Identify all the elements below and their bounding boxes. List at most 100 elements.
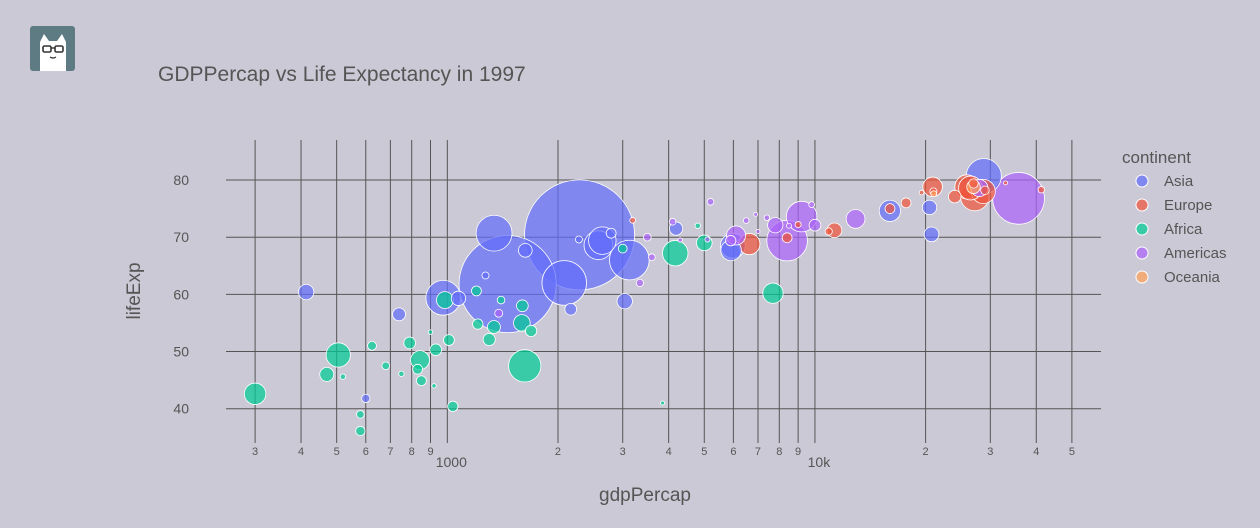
- point-asia[interactable]: [481, 271, 490, 280]
- point-africa[interactable]: [694, 222, 701, 229]
- legend-item-label[interactable]: Oceania: [1164, 269, 1221, 286]
- point-africa[interactable]: [416, 375, 427, 387]
- point-africa[interactable]: [367, 340, 377, 351]
- point-europe[interactable]: [948, 189, 962, 204]
- point-africa[interactable]: [381, 361, 390, 371]
- y-tick-label: 70: [173, 229, 189, 245]
- x-major-tick-label: 1000: [436, 454, 467, 470]
- legend-marker[interactable]: [1135, 270, 1149, 284]
- point-americas[interactable]: [643, 232, 652, 242]
- point-africa[interactable]: [762, 282, 784, 304]
- point-asia[interactable]: [605, 227, 617, 239]
- x-minor-tick-label: 5: [334, 446, 340, 458]
- point-africa[interactable]: [662, 240, 689, 267]
- point-asia[interactable]: [564, 302, 577, 316]
- point-africa[interactable]: [487, 320, 501, 334]
- point-africa[interactable]: [660, 400, 665, 406]
- point-africa[interactable]: [496, 295, 506, 305]
- legend-item-label[interactable]: Africa: [1164, 221, 1203, 238]
- point-africa[interactable]: [356, 410, 365, 419]
- point-americas[interactable]: [767, 217, 784, 234]
- x-minor-tick-label: 8: [776, 446, 782, 458]
- point-europe[interactable]: [884, 203, 896, 214]
- legend-marker[interactable]: [1135, 198, 1149, 212]
- point-americas[interactable]: [677, 237, 683, 243]
- point-africa[interactable]: [696, 234, 713, 252]
- point-americas[interactable]: [635, 278, 644, 287]
- point-europe[interactable]: [980, 185, 990, 196]
- point-africa[interactable]: [436, 291, 454, 309]
- point-asia[interactable]: [616, 293, 633, 310]
- point-europe[interactable]: [1003, 180, 1008, 186]
- point-americas[interactable]: [763, 214, 770, 221]
- legend-marker[interactable]: [1135, 174, 1149, 188]
- point-africa[interactable]: [339, 373, 347, 380]
- point-africa[interactable]: [525, 324, 538, 338]
- point-africa[interactable]: [403, 336, 416, 350]
- x-minor-tick-label: 9: [427, 446, 433, 458]
- point-asia[interactable]: [609, 239, 650, 281]
- point-africa[interactable]: [482, 333, 496, 346]
- point-asia[interactable]: [361, 393, 371, 403]
- point-americas[interactable]: [494, 308, 504, 318]
- point-asia[interactable]: [541, 260, 587, 306]
- legend-item-label[interactable]: Americas: [1164, 245, 1227, 262]
- point-africa[interactable]: [412, 363, 423, 375]
- point-americas[interactable]: [808, 218, 822, 232]
- point-asia[interactable]: [518, 243, 533, 258]
- point-asia[interactable]: [575, 235, 583, 244]
- point-europe[interactable]: [794, 221, 802, 229]
- point-africa[interactable]: [472, 318, 484, 330]
- point-europe[interactable]: [824, 227, 833, 236]
- point-americas[interactable]: [704, 236, 711, 243]
- point-europe[interactable]: [629, 217, 636, 224]
- point-africa[interactable]: [427, 329, 434, 335]
- point-europe[interactable]: [781, 232, 793, 244]
- x-major-tick-label: 10k: [808, 454, 832, 470]
- point-americas[interactable]: [845, 209, 866, 229]
- x-minor-tick-label: 8: [409, 446, 415, 458]
- point-africa[interactable]: [471, 285, 482, 297]
- point-americas[interactable]: [725, 235, 737, 247]
- point-africa[interactable]: [516, 299, 529, 313]
- point-europe[interactable]: [968, 178, 979, 189]
- legend-item-label[interactable]: Europe: [1164, 197, 1212, 214]
- grid-lines: [226, 140, 1101, 443]
- point-africa[interactable]: [243, 382, 267, 405]
- point-africa[interactable]: [617, 243, 628, 254]
- point-africa[interactable]: [447, 400, 459, 413]
- point-americas[interactable]: [808, 201, 816, 208]
- point-asia[interactable]: [921, 199, 938, 216]
- point-africa[interactable]: [508, 349, 542, 383]
- point-asia[interactable]: [450, 290, 467, 306]
- point-africa[interactable]: [398, 370, 405, 377]
- point-africa[interactable]: [431, 383, 437, 389]
- legend-marker[interactable]: [1135, 246, 1149, 260]
- point-africa[interactable]: [443, 334, 455, 346]
- point-americas[interactable]: [786, 222, 792, 229]
- point-africa[interactable]: [325, 342, 351, 368]
- point-asia[interactable]: [475, 214, 513, 252]
- point-europe[interactable]: [900, 197, 912, 209]
- legend-item-label[interactable]: Asia: [1164, 173, 1194, 190]
- point-africa[interactable]: [319, 366, 335, 382]
- point-asia[interactable]: [923, 226, 940, 243]
- point-africa[interactable]: [429, 343, 443, 357]
- point-americas[interactable]: [668, 218, 677, 226]
- point-americas[interactable]: [648, 253, 656, 261]
- point-asia[interactable]: [392, 307, 406, 322]
- point-asia[interactable]: [298, 283, 315, 301]
- point-americas[interactable]: [755, 229, 761, 234]
- x-minor-tick-label: 4: [1033, 446, 1039, 458]
- point-americas[interactable]: [753, 211, 759, 217]
- point-europe[interactable]: [918, 189, 925, 196]
- x-minor-tick-label: 7: [755, 446, 761, 458]
- point-americas[interactable]: [742, 217, 750, 224]
- point-oceania[interactable]: [930, 190, 938, 198]
- legend-marker[interactable]: [1135, 222, 1149, 236]
- plotly-logo[interactable]: [30, 26, 75, 71]
- point-americas[interactable]: [706, 198, 715, 206]
- point-africa[interactable]: [355, 425, 366, 437]
- point-europe[interactable]: [1037, 186, 1046, 194]
- point-africa[interactable]: [513, 314, 531, 332]
